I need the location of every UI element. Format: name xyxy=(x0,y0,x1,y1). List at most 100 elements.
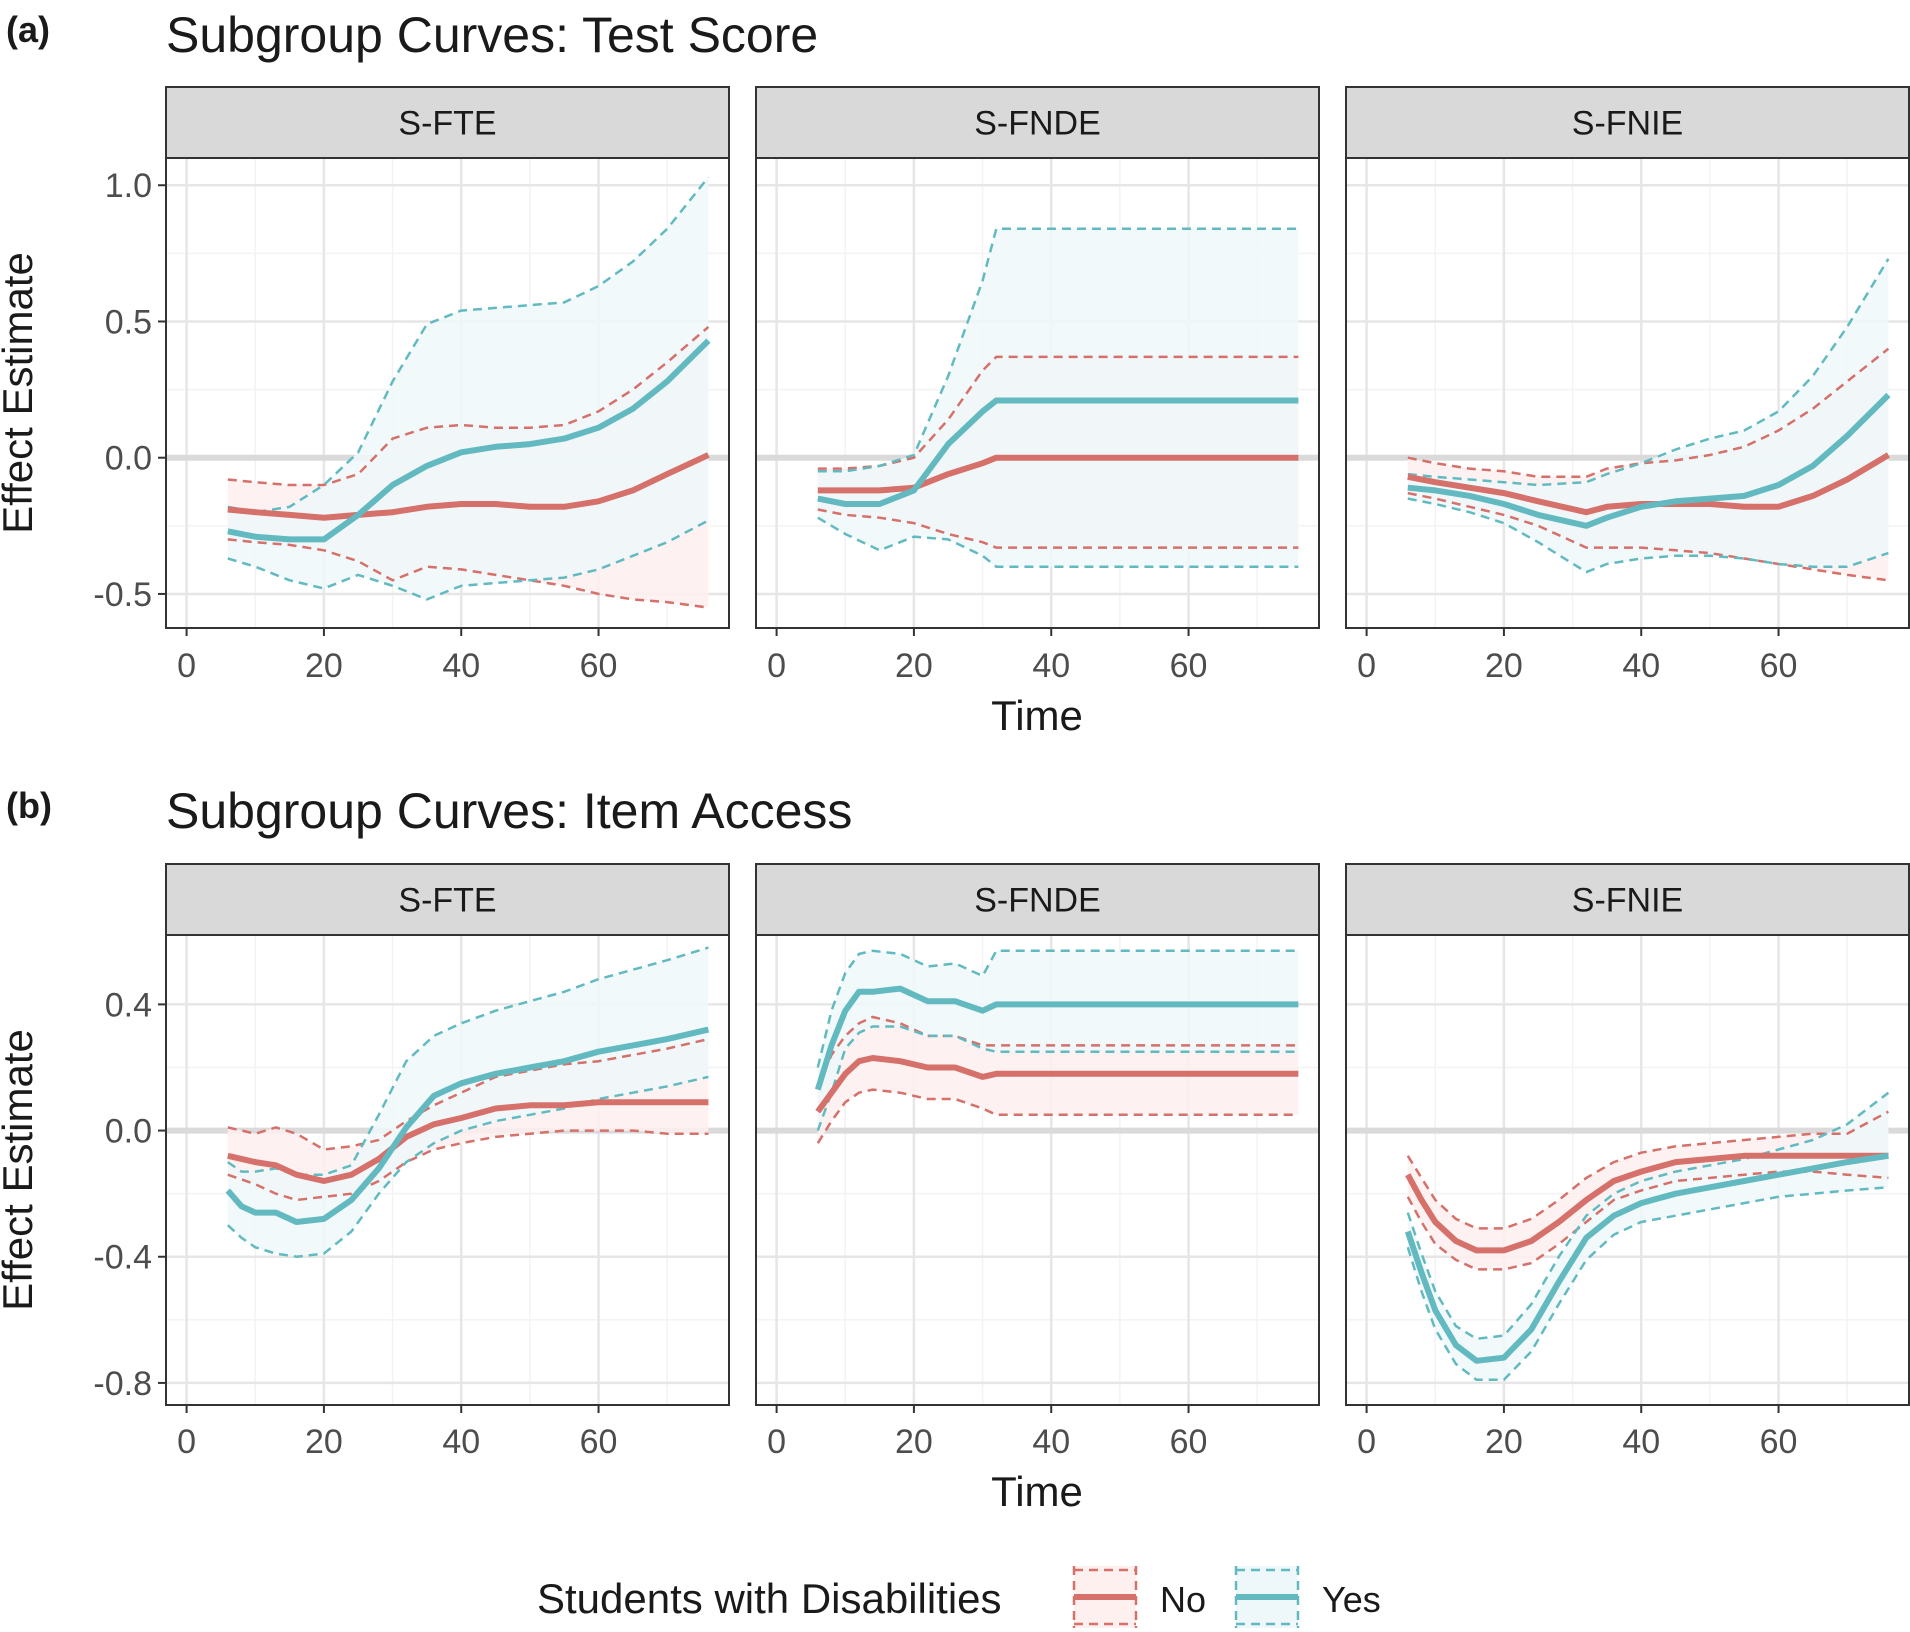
upper-bound-line-yes xyxy=(1406,1091,1890,1341)
panel-s-fte: S-FTE 0 20 40 60 -0.8 -0.4 0.0 0.4 xyxy=(93,863,730,1461)
y-axis-label: Effect Estimate xyxy=(0,252,41,534)
upper-bound-line-no xyxy=(1406,1110,1889,1230)
strip-background xyxy=(1345,863,1910,936)
strip-label: S-FTE xyxy=(398,105,496,143)
x-tick-label: 0 xyxy=(1357,1423,1376,1461)
upper-bound-line-yes xyxy=(227,946,709,1176)
x-tick-label: 60 xyxy=(1170,647,1208,685)
x-axis-label: Time xyxy=(991,1468,1083,1515)
x-axis-label: Time xyxy=(991,692,1083,739)
strip-background xyxy=(755,86,1320,159)
legend-label-yes: Yes xyxy=(1322,1579,1381,1620)
x-tick-label: 40 xyxy=(1622,647,1660,685)
strip-background xyxy=(1345,86,1910,159)
panel-s-fnie: S-FNIE 0 20 40 60 xyxy=(1345,86,1910,685)
x-tick-label: 40 xyxy=(1032,1423,1070,1461)
upper-bound-line-no xyxy=(227,1037,709,1151)
estimate-line-yes xyxy=(227,338,711,543)
estimate-line-no xyxy=(817,454,1299,494)
legend: Students with Disabilities No Yes xyxy=(537,1566,1381,1628)
figure-tag: (a) xyxy=(6,9,50,50)
x-tick-label: 0 xyxy=(767,1423,786,1461)
panel-s-fnde: S-FNDE 0 20 40 60 xyxy=(755,863,1320,1461)
lower-bound-line-no xyxy=(227,1129,709,1202)
x-tick-label: 60 xyxy=(580,1423,618,1461)
upper-bound-line-yes xyxy=(816,949,1299,1068)
x-tick-label: 40 xyxy=(442,1423,480,1461)
panel-s-fnie: S-FNIE 0 20 40 60 xyxy=(1345,863,1910,1461)
estimate-line-yes xyxy=(1407,392,1891,529)
estimate-line-yes xyxy=(225,1026,710,1225)
y-tick-label: 0.0 xyxy=(105,440,152,478)
chart-b: (b) Subgroup Curves: Item Access Effect Es… xyxy=(0,783,1910,1515)
estimate-line-no xyxy=(1405,1152,1889,1254)
y-tick-label: 0.0 xyxy=(105,1113,152,1151)
estimate-line-yes xyxy=(814,985,1299,1091)
x-tick-label: 0 xyxy=(1357,647,1376,685)
strip-label: S-FNDE xyxy=(974,882,1101,920)
x-tick-label: 20 xyxy=(895,647,933,685)
strip-label: S-FNIE xyxy=(1572,105,1683,143)
strip-background xyxy=(165,86,730,159)
lower-bound-line-yes xyxy=(226,1075,709,1258)
confidence-band-yes xyxy=(817,950,1299,1131)
lower-bound-line-yes xyxy=(817,516,1299,568)
estimate-line-no xyxy=(227,1099,709,1184)
x-tick-label: 20 xyxy=(305,647,343,685)
upper-bound-line-no xyxy=(816,1015,1299,1087)
estimate-line-no xyxy=(815,1055,1299,1114)
y-tick-label: -0.8 xyxy=(93,1365,152,1403)
chart-a: (a) Subgroup Curves: Test Score Effect Est… xyxy=(0,7,1910,739)
y-tick-label: 0.4 xyxy=(105,986,152,1024)
strip-label: S-FNDE xyxy=(974,105,1101,143)
x-tick-label: 60 xyxy=(1760,647,1798,685)
y-axis-label: Effect Estimate xyxy=(0,1029,41,1311)
x-tick-label: 20 xyxy=(305,1423,343,1461)
lower-bound-line-yes xyxy=(816,1025,1299,1132)
strip-background xyxy=(755,863,1320,936)
y-tick-label: -0.4 xyxy=(93,1239,152,1277)
x-tick-label: 60 xyxy=(580,647,618,685)
x-tick-label: 40 xyxy=(1032,647,1070,685)
strip-label: S-FNIE xyxy=(1572,882,1683,920)
estimate-line-yes xyxy=(1404,1152,1889,1364)
x-tick-label: 20 xyxy=(895,1423,933,1461)
confidence-band-yes xyxy=(1407,258,1889,573)
x-tick-label: 60 xyxy=(1170,1423,1208,1461)
panel-s-fte: S-FTE 0 20 40 60 -0.5 0.0 0.5 1.0 xyxy=(93,86,730,685)
legend-title: Students with Disabilities xyxy=(537,1575,1002,1622)
chart-title: Subgroup Curves: Test Score xyxy=(166,7,818,63)
x-tick-label: 0 xyxy=(177,1423,196,1461)
lower-bound-line-yes xyxy=(1407,497,1889,574)
legend-label-no: No xyxy=(1160,1579,1206,1620)
y-tick-label: 0.5 xyxy=(105,303,152,341)
x-tick-label: 40 xyxy=(442,647,480,685)
confidence-band-yes xyxy=(1407,1092,1889,1380)
confidence-band-yes xyxy=(227,177,709,600)
upper-bound-line-no xyxy=(817,355,1299,470)
lower-bound-line-no xyxy=(1407,491,1889,582)
x-tick-label: 0 xyxy=(767,647,786,685)
chart-title: Subgroup Curves: Item Access xyxy=(166,783,852,839)
x-tick-label: 20 xyxy=(1485,1423,1523,1461)
lower-bound-line-yes xyxy=(1406,1186,1889,1382)
strip-label: S-FTE xyxy=(398,882,496,920)
x-tick-label: 60 xyxy=(1760,1423,1798,1461)
upper-bound-line-no xyxy=(1407,347,1890,479)
y-tick-label: 1.0 xyxy=(105,167,152,205)
strip-background xyxy=(165,863,730,936)
lower-bound-line-no xyxy=(227,538,709,609)
x-tick-label: 40 xyxy=(1622,1423,1660,1461)
figure-tag: (b) xyxy=(6,785,52,826)
upper-bound-line-yes xyxy=(817,227,1299,473)
confidence-band-yes xyxy=(227,947,709,1257)
upper-bound-line-yes xyxy=(227,176,710,514)
x-tick-label: 20 xyxy=(1485,647,1523,685)
x-tick-label: 0 xyxy=(177,647,196,685)
lower-bound-line-no xyxy=(816,1088,1299,1144)
y-tick-label: -0.5 xyxy=(93,576,152,614)
estimate-line-no xyxy=(227,452,710,521)
panel-s-fnde: S-FNDE 0 20 40 60 xyxy=(755,86,1320,685)
lower-bound-line-yes xyxy=(227,519,709,601)
